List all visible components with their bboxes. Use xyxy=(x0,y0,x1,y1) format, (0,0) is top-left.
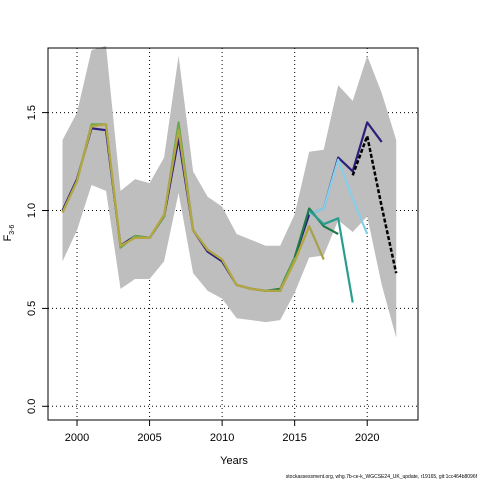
x-tick-label-2000: 2000 xyxy=(65,432,89,444)
series-line-2 xyxy=(265,207,339,292)
x-axis: 2000 2005 2010 2015 2020 xyxy=(65,420,379,444)
series-line-6 xyxy=(61,123,311,292)
footer-credit: stockassessment.org, whg.7b-ce-k_WGCSE24… xyxy=(286,474,478,480)
y-axis: 0.0 0.5 1.0 1.5 xyxy=(26,105,48,414)
y-axis-title-subscript: 3-6 xyxy=(9,224,16,234)
confidence-band xyxy=(62,46,397,338)
x-tick-label-2015: 2015 xyxy=(282,432,306,444)
x-tick-label-2020: 2020 xyxy=(355,432,379,444)
plot-frame xyxy=(47,47,419,421)
series-line-3 xyxy=(308,209,354,303)
x-tick-label-2005: 2005 xyxy=(137,432,161,444)
series-line-7 xyxy=(351,134,398,274)
y-axis-title: F3-6 xyxy=(2,224,16,241)
series-group xyxy=(61,121,398,303)
y-tick-label-2: 1.0 xyxy=(26,203,38,218)
y-tick-label-0: 0.0 xyxy=(26,399,38,414)
y-tick-label-1: 0.5 xyxy=(26,301,38,316)
x-tick-label-2010: 2010 xyxy=(210,432,234,444)
y-tick-label-3: 1.5 xyxy=(26,105,38,120)
x-axis-title: Years xyxy=(220,455,248,467)
series-line-1 xyxy=(308,158,369,235)
y-axis-title-main: F xyxy=(2,234,14,241)
